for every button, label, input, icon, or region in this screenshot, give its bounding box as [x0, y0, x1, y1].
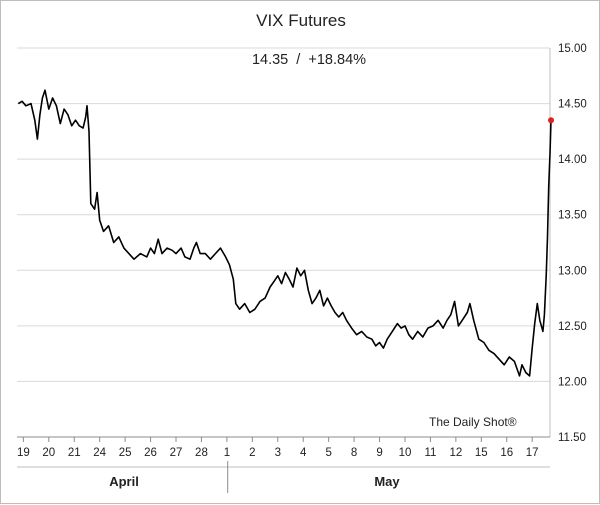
x-tick-label: 1: [224, 447, 230, 459]
x-tick-label: 12: [449, 447, 462, 459]
y-tick-label: 12.50: [558, 321, 587, 333]
vix-series-line: [17, 89, 552, 377]
x-tick-label: 15: [475, 447, 488, 459]
x-tick-label: 16: [500, 447, 513, 459]
x-tick-label: 28: [195, 447, 208, 459]
x-tick-label: 17: [526, 447, 539, 459]
y-tick-label: 13.00: [558, 265, 587, 277]
last-value-marker: [548, 117, 555, 124]
x-tick-label: 11: [424, 447, 436, 459]
chart-subtitle: 14.35 / +18.84%: [252, 52, 366, 68]
x-tick-label: 8: [351, 447, 357, 459]
y-tick-label: 15.00: [558, 43, 587, 55]
x-tick-label: 19: [17, 447, 30, 459]
x-tick-label: 4: [300, 447, 307, 459]
x-tick-label: 27: [170, 447, 183, 459]
month-label-april: April: [109, 474, 139, 489]
x-tick-label: 3: [275, 447, 281, 459]
y-tick-label: 13.50: [558, 210, 587, 222]
x-tick-label: 25: [119, 447, 132, 459]
source-credit: The Daily Shot®: [429, 415, 517, 429]
month-label-may: May: [374, 474, 400, 489]
x-axis-ticks: 19 20 21 24 25 26 27 28 1 2 3 4 5 8 9 10 11 12 15 16 17: [17, 437, 539, 459]
y-tick-label: 11.50: [558, 432, 586, 444]
x-tick-label: 26: [144, 447, 157, 459]
x-tick-label: 10: [399, 447, 412, 459]
y-tick-label: 14.50: [558, 99, 587, 111]
chart-title: VIX Futures: [256, 11, 346, 30]
y-tick-label: 14.00: [558, 154, 587, 166]
x-tick-label: 2: [249, 447, 255, 459]
x-tick-label: 24: [93, 447, 106, 459]
x-tick-label: 21: [68, 447, 81, 459]
x-tick-label: 5: [325, 447, 331, 459]
x-tick-label: 20: [42, 447, 55, 459]
y-tick-label: 12.00: [558, 376, 587, 388]
x-tick-label: 9: [376, 447, 382, 459]
